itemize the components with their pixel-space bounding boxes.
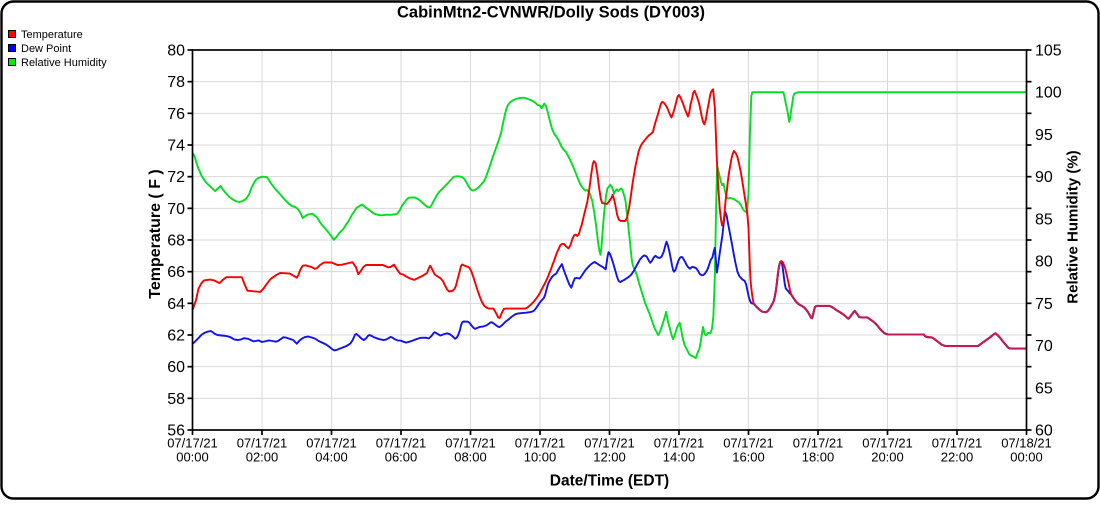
svg-text:68: 68 — [167, 233, 185, 250]
svg-text:56: 56 — [167, 423, 185, 440]
svg-text:07/17/21: 07/17/21 — [932, 436, 983, 451]
svg-text:95: 95 — [1035, 127, 1053, 144]
svg-text:Dew Point: Dew Point — [21, 43, 71, 55]
svg-text:07/17/21: 07/17/21 — [306, 436, 357, 451]
svg-text:75: 75 — [1035, 296, 1053, 313]
svg-text:78: 78 — [167, 74, 185, 91]
svg-text:00:00: 00:00 — [1010, 450, 1043, 465]
svg-text:76: 76 — [167, 106, 185, 123]
svg-text:16:00: 16:00 — [732, 450, 765, 465]
svg-text:07/17/21: 07/17/21 — [862, 436, 913, 451]
svg-text:02:00: 02:00 — [246, 450, 279, 465]
svg-text:80: 80 — [167, 43, 185, 60]
svg-text:58: 58 — [167, 391, 185, 408]
svg-text:60: 60 — [1035, 423, 1053, 440]
svg-text:10:00: 10:00 — [524, 450, 557, 465]
svg-text:22:00: 22:00 — [941, 450, 974, 465]
svg-text:62: 62 — [167, 328, 185, 345]
svg-text:07/17/21: 07/17/21 — [515, 436, 566, 451]
svg-text:12:00: 12:00 — [593, 450, 626, 465]
svg-text:18:00: 18:00 — [802, 450, 835, 465]
svg-text:100: 100 — [1035, 85, 1062, 102]
svg-text:105: 105 — [1035, 43, 1062, 60]
svg-text:14:00: 14:00 — [663, 450, 696, 465]
svg-text:07/17/21: 07/17/21 — [445, 436, 496, 451]
svg-text:85: 85 — [1035, 211, 1053, 228]
svg-text:07/17/21: 07/17/21 — [723, 436, 774, 451]
svg-text:07/17/21: 07/17/21 — [237, 436, 288, 451]
svg-text:00:00: 00:00 — [176, 450, 209, 465]
svg-text:66: 66 — [167, 264, 185, 281]
svg-text:74: 74 — [167, 138, 185, 155]
svg-text:72: 72 — [167, 169, 185, 186]
svg-text:Temperature ( F ): Temperature ( F ) — [147, 169, 164, 299]
svg-text:Temperature: Temperature — [21, 29, 83, 41]
svg-text:Relative Humidity (%): Relative Humidity (%) — [1065, 150, 1082, 303]
svg-text:80: 80 — [1035, 254, 1053, 271]
svg-text:CabinMtn2-CVNWR/Dolly Sods (DY: CabinMtn2-CVNWR/Dolly Sods (DY003) — [397, 4, 705, 22]
svg-text:65: 65 — [1035, 380, 1053, 397]
svg-text:07/17/21: 07/17/21 — [584, 436, 635, 451]
svg-text:07/17/21: 07/17/21 — [376, 436, 427, 451]
svg-text:90: 90 — [1035, 169, 1053, 186]
svg-text:04:00: 04:00 — [315, 450, 348, 465]
svg-text:70: 70 — [1035, 338, 1053, 355]
svg-text:Relative Humidity: Relative Humidity — [21, 57, 107, 69]
svg-text:64: 64 — [167, 296, 185, 313]
svg-text:08:00: 08:00 — [454, 450, 487, 465]
svg-text:07/17/21: 07/17/21 — [167, 436, 218, 451]
svg-text:60: 60 — [167, 359, 185, 376]
svg-text:07/17/21: 07/17/21 — [793, 436, 844, 451]
svg-text:07/17/21: 07/17/21 — [654, 436, 705, 451]
svg-text:07/18/21: 07/18/21 — [1001, 436, 1052, 451]
svg-text:70: 70 — [167, 201, 185, 218]
svg-text:Date/Time (EDT): Date/Time (EDT) — [550, 473, 669, 490]
svg-text:20:00: 20:00 — [871, 450, 904, 465]
svg-text:06:00: 06:00 — [385, 450, 418, 465]
